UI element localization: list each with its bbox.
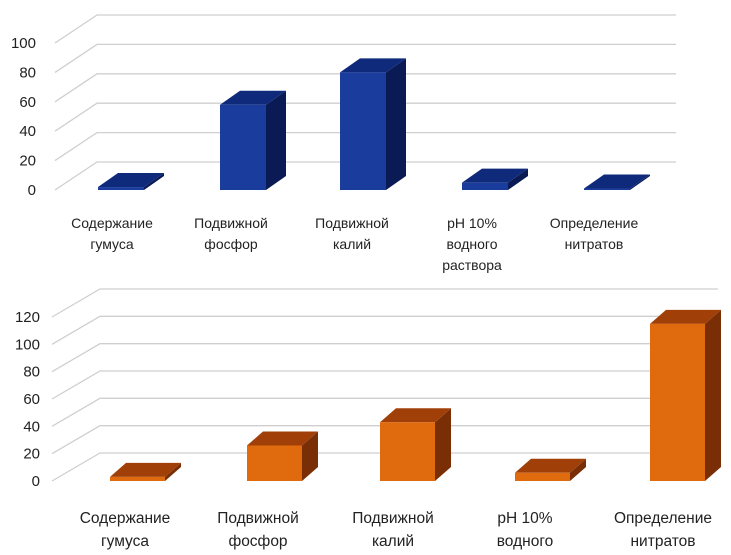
gridline (54, 131, 676, 162)
y-tick-label: 0 (28, 182, 36, 199)
gridline (54, 43, 676, 73)
bar-top (650, 309, 721, 324)
y-tick-label: 60 (23, 391, 40, 408)
bar-front (515, 472, 570, 481)
x-category-label: Определение нитратов (614, 510, 712, 550)
x-category-label: Содержание гумуса (71, 215, 153, 252)
gridline (51, 343, 718, 373)
bar-front (340, 72, 386, 190)
bar (110, 462, 181, 481)
bar (650, 309, 721, 481)
bar-side (570, 458, 586, 481)
bar-top (515, 458, 586, 473)
x-category-label: pH 10% водного (497, 510, 554, 550)
bar-front (380, 422, 435, 481)
bar-front (462, 182, 508, 190)
bar-front (98, 187, 144, 190)
bar-top (110, 462, 181, 477)
bar-side (302, 431, 318, 481)
bar-side (508, 168, 528, 190)
x-category-label: Подвижной фосфор (217, 510, 299, 550)
y-tick-label: 80 (23, 364, 40, 381)
y-tick-label: 60 (19, 94, 36, 111)
y-tick-label: 20 (19, 153, 36, 170)
y-tick-label: 40 (23, 418, 40, 435)
gridline (51, 315, 718, 345)
bar-side (435, 408, 451, 481)
bar (584, 174, 650, 190)
y-tick-label: 40 (19, 123, 36, 140)
bar-front (650, 323, 705, 481)
y-tick-label: 100 (15, 336, 40, 353)
bar-side (630, 174, 650, 190)
x-category-label: pH 10% водного раствора (442, 215, 502, 273)
gridline (51, 397, 718, 427)
y-tick-label: 20 (23, 446, 40, 463)
bar (380, 408, 451, 481)
bar (98, 173, 164, 190)
y-tick-label: 100 (11, 35, 36, 52)
bar-side (144, 173, 164, 190)
bar-top (98, 173, 164, 188)
gridline (51, 288, 718, 318)
gridline (51, 370, 718, 400)
bar (247, 431, 318, 481)
bar-top (462, 168, 528, 183)
bar-front (110, 476, 165, 481)
bar-front (220, 104, 266, 190)
gridline (54, 161, 676, 191)
bar-front (584, 188, 630, 190)
bar-top (247, 431, 318, 446)
bar-side (705, 309, 721, 481)
bar (515, 458, 586, 481)
y-tick-label: 80 (19, 64, 36, 81)
bar-side (386, 58, 406, 191)
bar-side (266, 90, 286, 190)
bar-top (340, 58, 406, 73)
y-tick-label: 120 (15, 309, 40, 326)
bar-top (380, 408, 451, 423)
gridline (54, 14, 676, 44)
bar-top (220, 90, 286, 105)
bar-front (247, 445, 302, 481)
bar (220, 90, 286, 190)
bar (340, 58, 406, 191)
bar-side (165, 462, 181, 481)
gridline (54, 102, 676, 132)
gridline (51, 425, 718, 455)
y-tick-label: 0 (32, 473, 40, 490)
x-category-label: Подвижной калий (315, 215, 389, 252)
x-category-label: Подвижной фосфор (194, 215, 268, 252)
bar (462, 168, 528, 190)
x-category-label: Содержание гумуса (80, 510, 171, 550)
x-category-label: Подвижной калий (352, 510, 434, 550)
gridline (54, 73, 676, 103)
x-category-label: Определение нитратов (550, 215, 639, 252)
gridline (51, 452, 718, 482)
chart-soil-top: 0 20 40 60 80 100 Содержание гумуса Подвижной фос… (11, 14, 676, 273)
bar-top (584, 174, 650, 189)
